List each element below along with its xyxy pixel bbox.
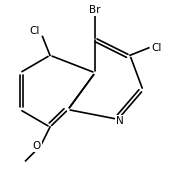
Text: Cl: Cl bbox=[151, 43, 161, 53]
Text: O: O bbox=[33, 141, 41, 151]
Text: Cl: Cl bbox=[30, 26, 40, 36]
Text: N: N bbox=[116, 116, 124, 126]
Text: Br: Br bbox=[89, 5, 101, 15]
